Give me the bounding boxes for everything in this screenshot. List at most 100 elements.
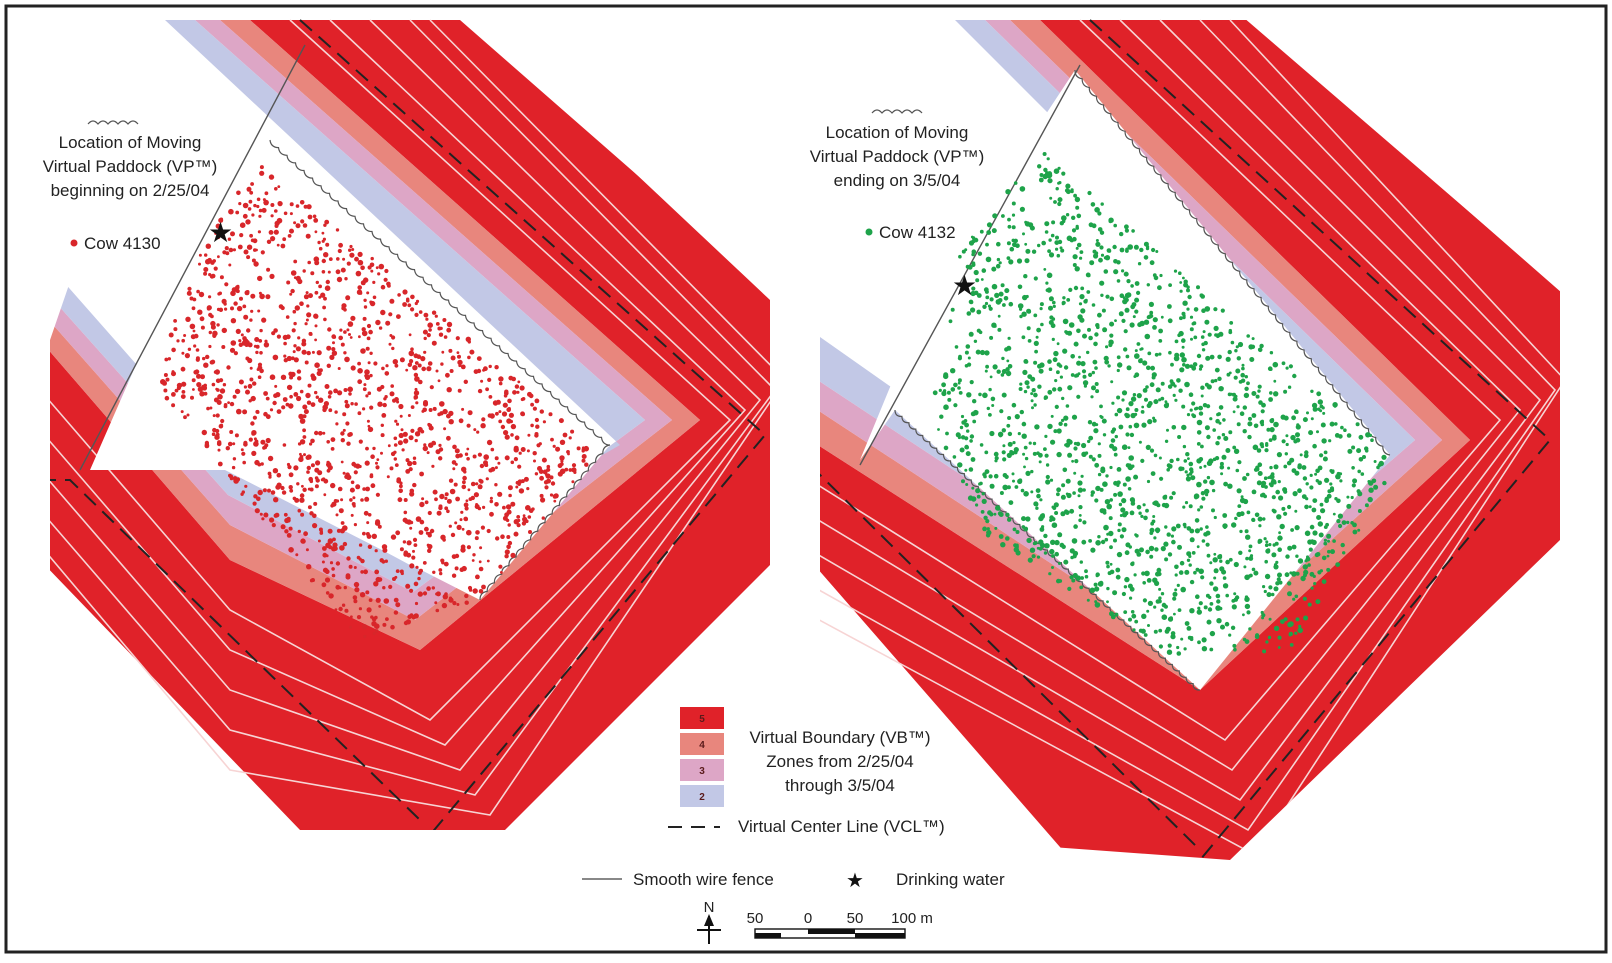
cow-location-dot — [985, 533, 991, 538]
cow-location-dot — [1235, 468, 1240, 473]
cow-location-dot — [1199, 466, 1203, 469]
cow-location-dot — [1179, 316, 1183, 321]
cow-location-dot — [1300, 575, 1306, 582]
cow-location-dot — [1319, 453, 1324, 458]
cow-location-dot — [1205, 530, 1211, 536]
cow-location-dot — [409, 526, 413, 530]
cow-location-dot — [259, 512, 263, 516]
cow-location-dot — [1129, 432, 1135, 438]
cow-location-dot — [943, 445, 949, 451]
cow-location-dot — [1288, 631, 1294, 637]
cow-location-dot — [284, 529, 289, 534]
cow-location-dot — [1077, 487, 1083, 493]
cow-location-dot — [164, 395, 170, 401]
cow-location-dot — [1205, 355, 1211, 361]
cow-location-dot — [315, 280, 319, 285]
cow-location-dot — [1203, 464, 1207, 468]
cow-location-dot — [229, 347, 236, 353]
cow-location-dot — [1026, 326, 1031, 331]
cow-location-dot — [1056, 487, 1061, 493]
cow-location-dot — [301, 338, 307, 343]
cow-location-dot — [1277, 535, 1283, 541]
cow-location-dot — [1201, 342, 1205, 347]
cow-location-dot — [1322, 456, 1328, 462]
cow-location-dot — [1193, 307, 1199, 312]
cow-location-dot — [255, 496, 261, 502]
cow-location-dot — [1124, 224, 1129, 230]
cow-location-dot — [1306, 411, 1309, 415]
cow-location-dot — [1103, 256, 1108, 260]
cow-location-dot — [1043, 167, 1048, 173]
cow-location-dot — [391, 346, 395, 351]
cow-location-dot — [376, 386, 382, 392]
cow-location-dot — [1340, 425, 1344, 430]
cow-location-dot — [945, 431, 949, 436]
cow-location-dot — [357, 285, 363, 290]
cow-location-dot — [306, 470, 310, 474]
cow-location-dot — [407, 303, 412, 308]
cow-location-dot — [1257, 462, 1263, 468]
cow-location-dot — [218, 291, 222, 296]
cow-location-dot — [1360, 472, 1365, 476]
cow-location-dot — [439, 401, 445, 407]
cow-location-dot — [362, 487, 366, 491]
cow-location-dot — [270, 214, 274, 218]
cow-location-dot — [1080, 286, 1085, 291]
cow-location-dot — [261, 207, 267, 213]
cow-location-dot — [1067, 385, 1073, 391]
cow-location-dot — [1191, 401, 1196, 406]
cow-location-dot — [1005, 370, 1012, 377]
cow-location-dot — [1238, 550, 1243, 555]
cow-location-dot — [228, 208, 234, 215]
cow-location-dot — [1138, 628, 1143, 633]
cow-location-dot — [1023, 491, 1029, 497]
cow-location-dot — [1013, 450, 1018, 455]
cow-location-dot — [1171, 539, 1176, 545]
cow-location-dot — [289, 394, 293, 399]
cow-location-dot — [1225, 593, 1229, 598]
cow-location-dot — [541, 457, 547, 463]
cow-location-dot — [1074, 374, 1078, 378]
cow-location-dot — [1099, 580, 1104, 585]
cow-location-dot — [1108, 342, 1113, 348]
cow-location-dot — [1019, 186, 1026, 192]
cow-location-dot — [214, 369, 220, 375]
cow-location-dot — [1102, 481, 1108, 488]
cow-location-dot — [1045, 479, 1051, 485]
cow-location-dot — [1219, 461, 1224, 466]
cow-location-dot — [1189, 608, 1195, 614]
cow-location-dot — [210, 361, 214, 365]
cow-location-dot — [1303, 615, 1309, 621]
cow-location-dot — [1095, 241, 1101, 247]
cow-location-dot — [290, 270, 297, 276]
cow-location-dot — [1134, 309, 1139, 314]
cow-location-dot — [1130, 501, 1136, 506]
cow-location-dot — [1178, 570, 1184, 575]
cow-location-dot — [1209, 354, 1215, 360]
cow-location-dot — [255, 350, 259, 355]
cow-location-dot — [335, 269, 341, 275]
cow-location-dot — [444, 506, 449, 511]
cow-location-dot — [1200, 491, 1206, 496]
cow-location-dot — [1189, 467, 1194, 472]
cow-location-dot — [171, 371, 176, 377]
cow-location-dot — [1065, 492, 1069, 496]
cow-location-dot — [953, 382, 958, 388]
cow-location-dot — [1277, 572, 1282, 578]
cow-location-dot — [555, 446, 561, 452]
cow-location-dot — [263, 342, 270, 348]
cow-location-dot — [295, 346, 301, 352]
cow-location-dot — [1336, 519, 1341, 524]
cow-location-dot — [1143, 319, 1150, 325]
cow-location-dot — [305, 548, 309, 552]
cow-location-dot — [414, 431, 421, 437]
cow-location-dot — [1166, 649, 1173, 655]
cow-location-dot — [477, 484, 483, 490]
cow-location-dot — [373, 581, 379, 587]
cow-location-dot — [957, 462, 963, 468]
cow-location-dot — [1032, 451, 1037, 456]
cow-location-dot — [1047, 359, 1052, 364]
cow-location-dot — [1321, 438, 1327, 444]
cow-location-dot — [1352, 529, 1358, 535]
cow-location-dot — [1215, 605, 1221, 611]
